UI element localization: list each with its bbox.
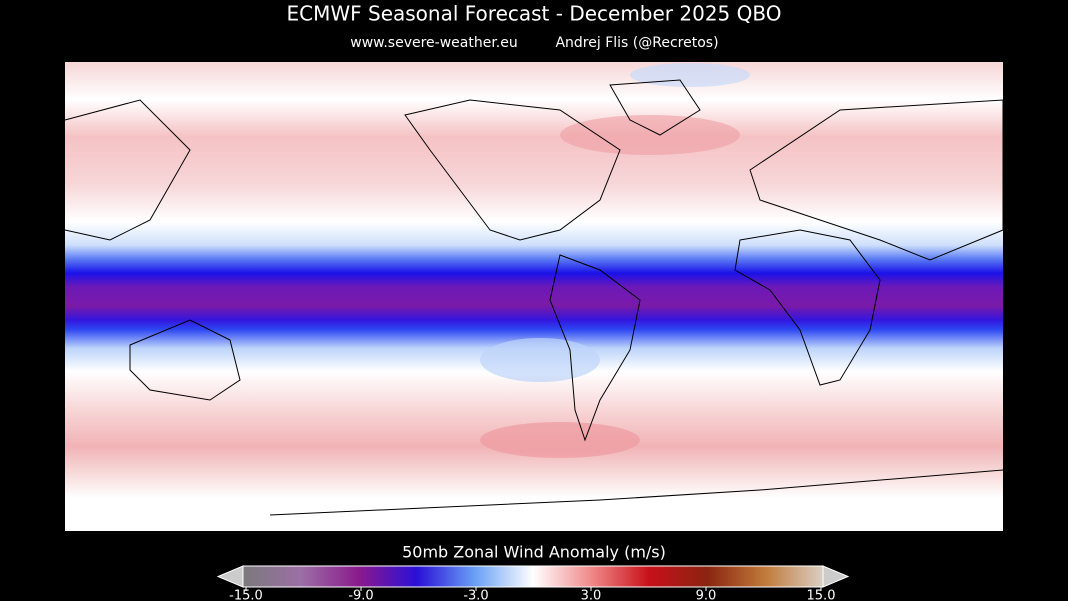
colorbar-scale xyxy=(242,565,824,588)
colorbar-arrow-left xyxy=(216,565,244,588)
title: ECMWF Seasonal Forecast - December 2025 … xyxy=(287,2,782,26)
colorbar xyxy=(216,565,850,588)
colorbar-tick-label: -9.0 xyxy=(348,589,373,601)
anomaly-blob xyxy=(630,63,750,87)
map xyxy=(64,62,1004,531)
colorbar-tick-label: -3.0 xyxy=(463,589,488,601)
website: www.severe-weather.eu xyxy=(350,35,517,51)
colorbar-tick-label: 3.0 xyxy=(581,589,602,601)
colorbar-tick-label: 15.0 xyxy=(807,589,836,601)
anomaly-blob xyxy=(480,422,640,458)
coastlines xyxy=(64,79,1004,516)
anomaly-field xyxy=(65,62,1003,531)
author: Andrej Flis (@Recretos) xyxy=(555,35,718,51)
colorbar-tick-label: -15.0 xyxy=(229,589,263,601)
anomaly-blob xyxy=(560,115,740,155)
colorbar-arrow-right xyxy=(822,565,850,588)
anomaly-blob xyxy=(480,338,600,382)
colorbar-tick-label: 9.0 xyxy=(696,589,717,601)
colorbar-label: 50mb Zonal Wind Anomaly (m/s) xyxy=(402,543,666,562)
